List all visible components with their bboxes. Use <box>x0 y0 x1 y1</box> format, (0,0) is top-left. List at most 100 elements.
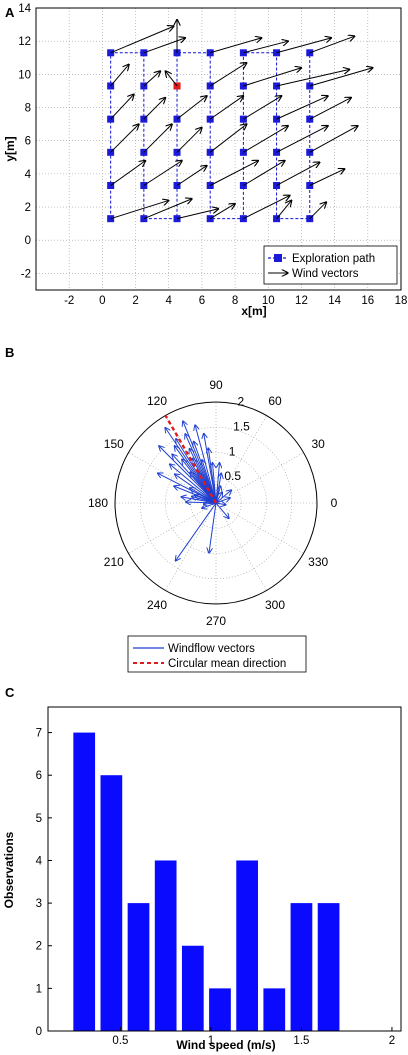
wind-vector-arrow <box>276 200 292 219</box>
polar-spoke <box>165 502 217 591</box>
a-x-tick-label: 10 <box>262 295 275 307</box>
wind-vector-arrow <box>309 98 351 120</box>
panel-b-letter: B <box>5 345 14 360</box>
windflow-vector <box>215 502 229 518</box>
c-y-tick-label: 2 <box>36 941 42 953</box>
polar-radius-label: 2 <box>238 395 245 409</box>
polar-angle-label: 120 <box>147 394 167 408</box>
wind-vector-arrow <box>309 68 373 87</box>
windflow-vector <box>215 503 226 505</box>
legend-circular-mean-direction: Circular mean direction <box>168 658 286 670</box>
wind-vector-arrow <box>276 38 332 54</box>
wind-vector-arrow <box>309 126 358 153</box>
a-y-tick-label: 4 <box>25 169 32 181</box>
a-x-tick-label: 14 <box>328 295 341 307</box>
panel-a-x-label: x[m] <box>241 304 266 318</box>
panel-a-y-label: y[m] <box>3 136 17 161</box>
wind-vector-arrow <box>276 69 350 87</box>
wind-vector-arrow <box>143 124 172 153</box>
wind-vector-arrow <box>176 209 218 220</box>
panel-a-axes-box <box>35 7 402 291</box>
polar-spoke <box>215 502 304 554</box>
polar-radius-label: 1 <box>229 444 236 458</box>
wind-vector-arrow <box>243 68 301 87</box>
a-y-tick-label: 12 <box>18 36 31 48</box>
wind-vector-arrow <box>209 161 258 186</box>
circular-mean-direction <box>164 414 218 504</box>
wind-vector-arrow <box>143 161 182 186</box>
polar-spoke <box>215 502 267 591</box>
windflow-vectors <box>158 421 232 561</box>
c-y-tick-label: 0 <box>36 1026 42 1038</box>
panel-a-legend-box <box>263 245 398 285</box>
wind-vector-arrow <box>176 96 207 120</box>
polar-spoke <box>128 502 217 554</box>
c-y-tick-label: 6 <box>36 770 42 782</box>
a-x-tick-label: 4 <box>166 295 173 307</box>
histogram-bar <box>154 860 177 1031</box>
polar-angle-label: 330 <box>308 555 328 569</box>
polar-angle-label: 210 <box>104 555 124 569</box>
exploration-path <box>107 49 314 223</box>
c-x-tick-label: 2 <box>389 1035 395 1047</box>
windflow-vector <box>204 433 217 504</box>
c-x-tick-label: 1 <box>208 1035 214 1047</box>
windflow-vector <box>158 473 217 504</box>
legend-windflow-vectors: Windflow vectors <box>168 643 255 655</box>
polar-grid-circle <box>165 452 267 554</box>
a-x-tick-label: 12 <box>295 295 308 307</box>
wind-vector-arrow <box>143 38 185 54</box>
windflow-vector <box>209 502 217 553</box>
panel-c-axes-box <box>47 706 402 1032</box>
panel-a-wind-map: A -2 0 2 4 6 8 10 12 14 16 18 -2 0 2 4 6 8 10 12 14 x[m] y[… <box>3 3 407 318</box>
wind-vectors <box>110 20 373 220</box>
panel-c-histogram: C 0.5 1 1.5 2 0 1 2 3 4 5 6 7 Wind speed (m/s) Obse… <box>2 685 402 1052</box>
polar-angle-label: 270 <box>206 614 226 628</box>
polar-angle-label: 300 <box>265 598 285 612</box>
wind-vector-arrow <box>110 94 134 120</box>
wind-vector-arrow <box>176 166 207 186</box>
windflow-vector <box>202 502 217 508</box>
wind-vector-arrow <box>243 126 288 153</box>
polar-angle-label: 30 <box>312 437 326 451</box>
windflow-vector <box>186 502 217 503</box>
panel-c-y-label: Observations <box>2 831 16 908</box>
panel-c-x-label: Wind speed (m/s) <box>176 1038 275 1052</box>
a-y-tick-label: 10 <box>18 69 31 81</box>
wind-vector-arrow <box>309 169 345 186</box>
panel-a-legend: Exploration path Wind vectors <box>263 245 398 285</box>
polar-angle-label: 180 <box>88 496 108 510</box>
wind-vector-arrow <box>176 127 202 153</box>
histogram-bar <box>73 732 96 1031</box>
histogram-bar <box>263 988 286 1031</box>
wind-vector-arrow <box>209 204 235 220</box>
a-y-tick-label: -2 <box>21 268 31 280</box>
wind-vector-arrow <box>209 63 247 87</box>
windflow-vector <box>215 492 222 504</box>
windflow-vector <box>215 498 230 504</box>
a-x-tick-label: 2 <box>132 295 138 307</box>
panel-a-letter: A <box>5 5 15 20</box>
a-x-tick-label: 6 <box>199 295 205 307</box>
circular-mean-line <box>164 414 218 504</box>
histogram-bar <box>236 860 258 1031</box>
a-x-tick-label: 8 <box>232 295 238 307</box>
windflow-vector <box>172 454 217 504</box>
wind-vector-arrow <box>276 126 328 153</box>
panel-c-ticks: 0.5 1 1.5 2 0 1 2 3 4 5 6 7 <box>36 728 396 1047</box>
c-x-tick-label: 1.5 <box>293 1035 309 1047</box>
a-y-tick-label: 6 <box>25 136 31 148</box>
a-x-tick-label: -2 <box>64 295 74 307</box>
wind-vector-arrow <box>243 161 284 186</box>
windflow-vector <box>215 463 220 504</box>
panel-b-legend: Windflow vectors Circular mean direction <box>127 635 307 673</box>
c-y-tick-label: 1 <box>36 983 42 995</box>
a-x-tick-label: 16 <box>361 295 374 307</box>
windflow-vector <box>175 502 217 561</box>
windflow-vector <box>170 464 217 504</box>
wind-vector-arrow <box>243 41 288 54</box>
histogram-bar <box>127 903 150 1031</box>
polar-angle-label: 240 <box>147 598 167 612</box>
c-y-tick-label: 7 <box>36 728 42 740</box>
panel-a-ticks: -2 0 2 4 6 8 10 12 14 16 18 -2 0 2 4 6 8 10 12 14 <box>18 3 407 307</box>
